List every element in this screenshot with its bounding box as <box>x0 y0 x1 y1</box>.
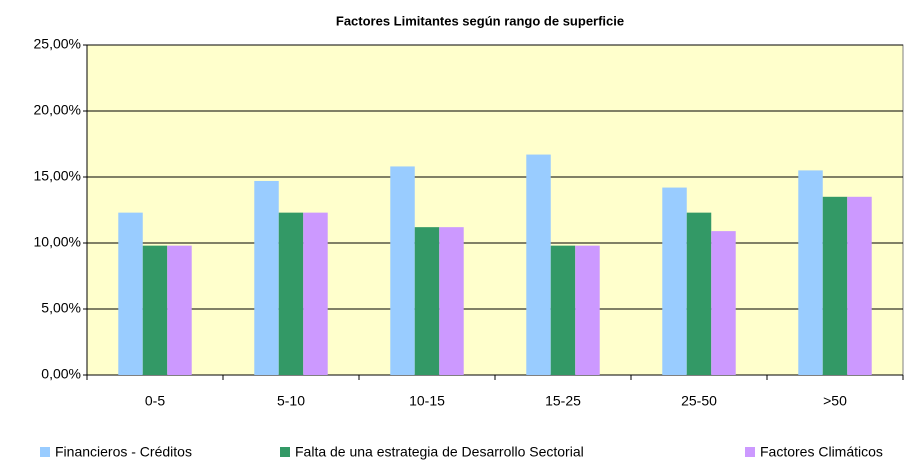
x-tick-label: 15-25 <box>545 393 581 409</box>
x-tick-label: 25-50 <box>681 393 717 409</box>
bar <box>822 196 848 375</box>
legend-swatch <box>40 447 50 457</box>
bar <box>550 245 576 375</box>
y-tick-label: 25,00% <box>34 36 81 52</box>
legend-swatch <box>280 447 290 457</box>
bar <box>167 245 192 375</box>
x-tick-label: 10-15 <box>409 393 445 409</box>
bar <box>414 227 440 375</box>
bar <box>686 212 712 375</box>
bar <box>847 196 872 375</box>
bar <box>142 245 168 375</box>
y-tick-label: 10,00% <box>34 234 81 250</box>
bar <box>303 212 328 375</box>
legend-label: Falta de una estrategia de Desarrollo Se… <box>295 444 584 460</box>
x-tick-label: 5-10 <box>277 393 305 409</box>
y-tick-label: 5,00% <box>41 300 81 316</box>
legend-label: Financieros - Créditos <box>55 444 192 460</box>
bar <box>526 154 551 375</box>
bar <box>711 231 736 375</box>
y-tick-label: 15,00% <box>34 168 81 184</box>
bar <box>390 166 415 375</box>
bar <box>575 245 600 375</box>
chart-title: Factores Limitantes según rango de super… <box>336 13 624 28</box>
bar <box>278 212 304 375</box>
legend-label: Factores Climáticos <box>760 444 883 460</box>
bar <box>254 180 279 375</box>
y-tick-label: 0,00% <box>41 366 81 382</box>
x-tick-label: >50 <box>823 393 847 409</box>
y-tick-label: 20,00% <box>34 102 81 118</box>
plot-area <box>86 44 904 376</box>
bar <box>662 187 687 375</box>
x-tick-label: 0-5 <box>145 393 165 409</box>
bar <box>798 170 823 375</box>
bar <box>118 212 143 375</box>
bar <box>439 227 464 375</box>
legend-swatch <box>745 447 755 457</box>
